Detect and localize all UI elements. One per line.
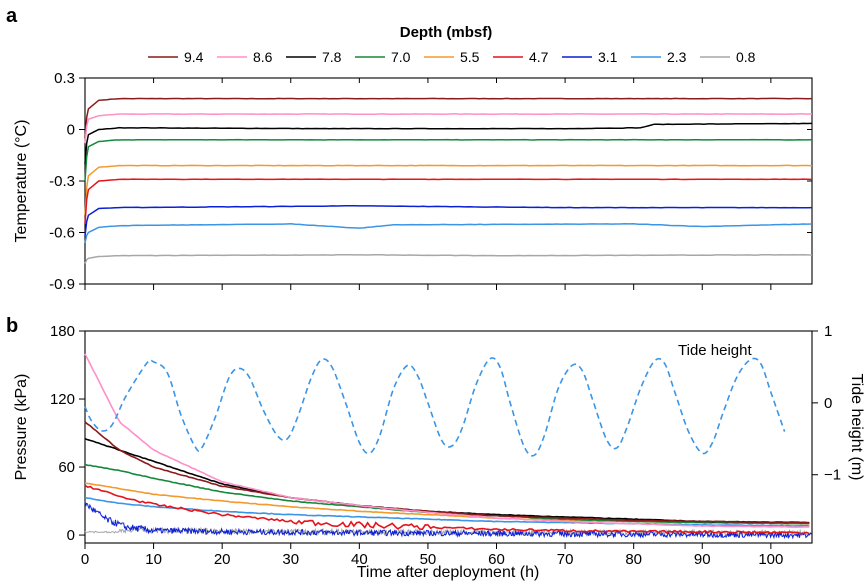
y-tick-label: -0.9 — [49, 276, 75, 293]
legend-item-7-0: 7.0 — [355, 49, 411, 65]
pressure-line-9-4 — [84, 421, 810, 524]
temperature-line-9-4 — [84, 97, 813, 139]
x-tick-label: 100 — [758, 551, 783, 568]
temperature-line-2-3 — [84, 223, 813, 243]
legend-item-5-5: 5.5 — [424, 49, 480, 65]
legend-title: Depth (mbsf) — [400, 24, 493, 41]
temperature-line-7-0 — [84, 138, 813, 182]
pressure-panel: Pressure (kPa) Tide height (m) Time afte… — [13, 323, 865, 581]
temperature-plot-frame — [84, 77, 813, 285]
y2-tick-label: −1 — [824, 467, 841, 484]
legend-label: 5.5 — [460, 49, 480, 65]
tide-height-annotation: Tide height — [678, 342, 752, 359]
temperature-y-axis-label: Temperature (°C) — [13, 120, 30, 243]
y-tick-label: 0 — [67, 122, 75, 139]
temperature-line-8-6 — [84, 113, 813, 144]
legend-item-0-8: 0.8 — [700, 49, 756, 65]
panel-b-letter: b — [6, 315, 18, 337]
x-tick-label: 0 — [81, 551, 89, 568]
x-tick-label: 70 — [557, 551, 574, 568]
legend-label: 7.0 — [391, 49, 411, 65]
legend-item-8-6: 8.6 — [217, 49, 273, 65]
pressure-plot-frame — [84, 330, 813, 544]
y-tick-label: 120 — [50, 391, 75, 408]
pressure-line-8-6 — [84, 353, 810, 529]
x-axis-label: Time after deployment (h) — [357, 564, 540, 581]
legend-item-7-8: 7.8 — [286, 49, 342, 65]
legend-item-3-1: 3.1 — [562, 49, 618, 65]
pressure-line-4-7 — [84, 484, 810, 535]
legend-label: 3.1 — [598, 49, 618, 65]
legend: 9.4 8.6 7.8 7.0 5.5 4.7 3.1 2.3 0.8 — [148, 49, 756, 65]
pressure-line-5-5 — [84, 482, 810, 525]
panel-a-letter: a — [6, 5, 18, 27]
temperature-axis-ticks: 0.3 0 -0.3 -0.6 -0.9 — [49, 70, 812, 293]
x-tick-label: 80 — [625, 551, 642, 568]
y-tick-label: 0.3 — [54, 70, 75, 87]
x-tick-label: 90 — [694, 551, 711, 568]
temperature-panel: Temperature (°C) 0.3 0 -0.3 -0.6 -0.9 — [13, 70, 813, 293]
y-tick-label: 0 — [67, 527, 75, 544]
legend-item-2-3: 2.3 — [631, 49, 687, 65]
pressure-y-axis-label: Pressure (kPa) — [13, 374, 30, 481]
temperature-series — [84, 97, 813, 264]
legend-label: 2.3 — [667, 49, 687, 65]
legend-label: 9.4 — [184, 49, 204, 65]
legend-label: 4.7 — [529, 49, 549, 65]
legend-label: 8.6 — [253, 49, 273, 65]
temperature-line-0-8 — [84, 253, 813, 264]
legend-label: 0.8 — [736, 49, 756, 65]
tide-height-line — [84, 357, 786, 457]
y2-tick-label: 1 — [824, 323, 832, 340]
legend-item-9-4: 9.4 — [148, 49, 204, 65]
x-tick-label: 50 — [420, 551, 437, 568]
y-tick-label: 60 — [58, 459, 75, 476]
temperature-line-7-8 — [84, 122, 813, 164]
x-tick-label: 10 — [145, 551, 162, 568]
x-tick-label: 40 — [351, 551, 368, 568]
y-tick-label: -0.6 — [49, 225, 75, 242]
legend-item-4-7: 4.7 — [493, 49, 549, 65]
x-tick-label: 60 — [488, 551, 505, 568]
tide-height-y-axis-label: Tide height (m) — [848, 374, 865, 481]
pressure-line-3-1 — [84, 500, 812, 540]
temperature-line-5-5 — [84, 164, 813, 216]
y2-tick-label: 0 — [824, 395, 832, 412]
temperature-line-3-1 — [84, 205, 813, 236]
x-tick-label: 20 — [214, 551, 231, 568]
y-tick-label: 180 — [50, 323, 75, 340]
x-tick-label: 30 — [282, 551, 299, 568]
pressure-series — [84, 353, 812, 540]
y-tick-label: -0.3 — [49, 173, 75, 190]
legend-label: 7.8 — [322, 49, 342, 65]
temperature-line-4-7 — [84, 178, 813, 224]
